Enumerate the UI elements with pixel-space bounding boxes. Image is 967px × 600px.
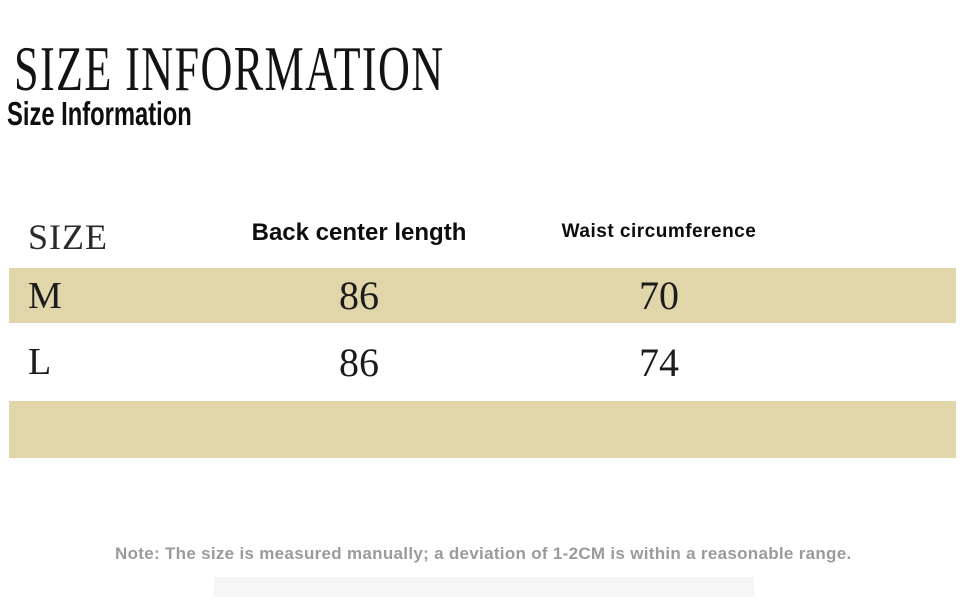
waist-circumference-value: 70 [639, 273, 679, 318]
note-background-smudge [214, 577, 754, 597]
footer-band [9, 401, 956, 458]
measurement-note: Note: The size is measured manually; a d… [115, 544, 852, 563]
waist-circumference-value: 74 [639, 339, 679, 385]
page-title: SIZE INFORMATION [14, 33, 445, 104]
column-header-back-center-length: Back center length [251, 218, 467, 246]
size-table: SIZE Back center length Waist circumfere… [9, 205, 956, 458]
column-header-size: SIZE [28, 216, 108, 257]
size-table-header-row: SIZE Back center length Waist circumfere… [9, 205, 956, 268]
table-row-l: L 86 74 [9, 323, 956, 401]
size-table-body: M 86 70 L 86 74 [9, 268, 956, 401]
column-header-waist-circumference: Waist circumference [561, 220, 757, 242]
size-value: M [28, 274, 62, 317]
back-center-length-value: 86 [339, 273, 379, 318]
table-row-m: M 86 70 [9, 268, 956, 323]
page-subtitle: Size Information [7, 95, 192, 132]
back-center-length-value: 86 [339, 339, 379, 385]
size-value: L [28, 341, 52, 383]
